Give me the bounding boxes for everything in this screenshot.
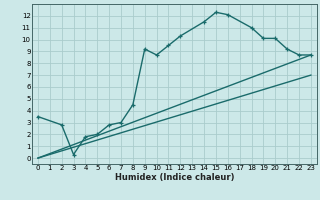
X-axis label: Humidex (Indice chaleur): Humidex (Indice chaleur) — [115, 173, 234, 182]
